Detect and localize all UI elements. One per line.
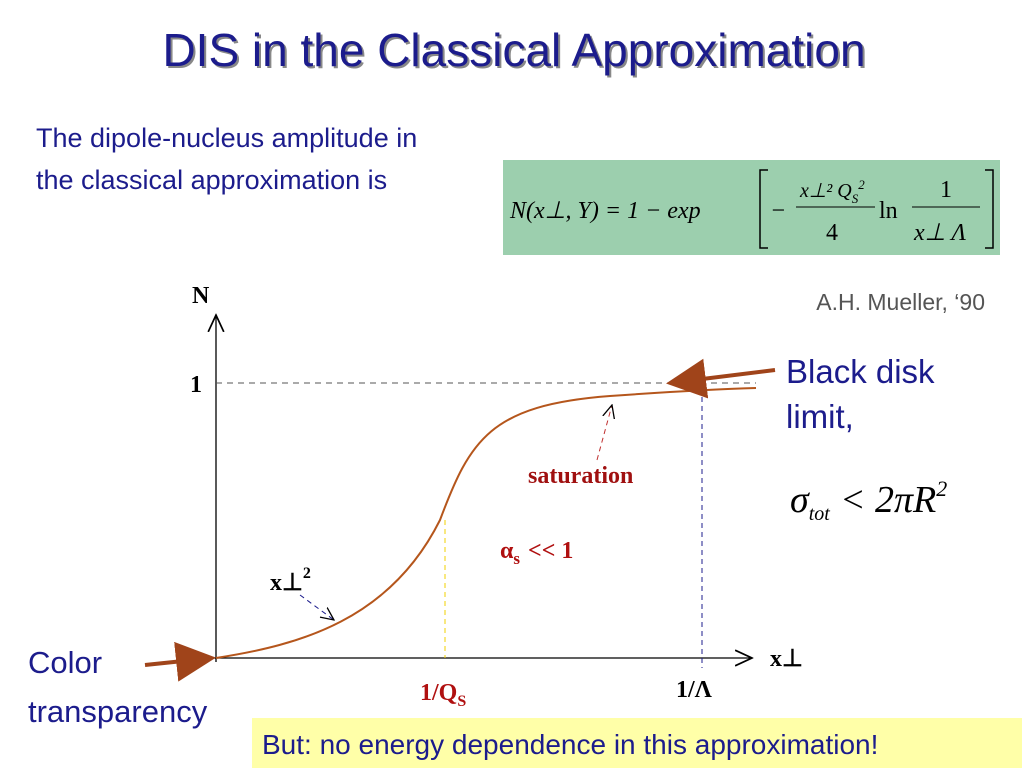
intro-line: the classical approximation is <box>36 165 387 195</box>
formula-den: 4 <box>826 220 838 246</box>
black-disk-label: limit, <box>786 398 854 435</box>
amplitude-curve <box>215 387 757 659</box>
color-transparency-label: transparency <box>28 694 208 729</box>
black-disk-arrow <box>666 358 776 399</box>
footer-box <box>252 718 1022 768</box>
transparency-arrow <box>144 641 216 682</box>
intro-line: The dipole-nucleus amplitude in <box>36 123 417 153</box>
title-shadow: DIS in the Classical Approximation <box>164 26 867 78</box>
citation: A.H. Mueller, ‘90 <box>816 289 985 315</box>
formula-num: x⊥² QS2 <box>799 177 865 206</box>
x-tick-label: 1/QS <box>420 680 466 710</box>
black-disk-label: Black disk <box>786 353 935 390</box>
formula-minus: − <box>770 198 786 224</box>
formula-num2: 1 <box>940 177 952 203</box>
cross-section: σtot < 2πR2 <box>790 476 947 525</box>
x-tick-label: 1/Λ <box>676 677 713 703</box>
bracket <box>759 169 994 249</box>
y-axis-label: N <box>192 283 210 309</box>
formula-ln: ln <box>879 198 898 224</box>
formula-den2: x⊥ Λ <box>913 220 967 246</box>
y-tick-label: 1 <box>190 372 202 398</box>
formula-lhs: N(x⊥, Y) = 1 − exp <box>509 198 701 224</box>
saturation-label: saturation <box>528 463 633 489</box>
saturation-arrow <box>596 405 612 461</box>
footer: But: no energy dependence in this approx… <box>262 729 878 760</box>
small-x-arrow <box>299 594 334 620</box>
small-x-label: x⊥2 <box>270 565 311 596</box>
title: DIS in the Classical Approximation <box>162 24 865 76</box>
color-transparency-label: Color <box>28 645 102 680</box>
alpha-label: αs << 1 <box>500 538 573 568</box>
x-axis-label: x⊥ <box>770 646 803 672</box>
